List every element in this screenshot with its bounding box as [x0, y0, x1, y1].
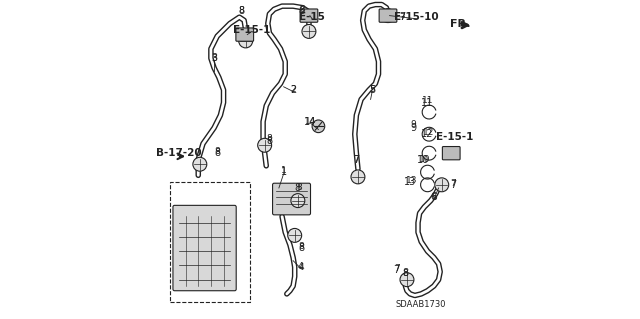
Text: 8: 8 — [266, 134, 272, 144]
Text: 7: 7 — [393, 265, 399, 275]
Bar — [170, 182, 250, 302]
Text: 9: 9 — [410, 120, 416, 129]
FancyBboxPatch shape — [273, 183, 310, 215]
FancyBboxPatch shape — [442, 146, 460, 160]
Circle shape — [288, 228, 301, 242]
Text: 10: 10 — [419, 155, 430, 164]
Text: E-15: E-15 — [299, 12, 325, 22]
Text: 13: 13 — [404, 177, 416, 187]
Text: 12: 12 — [424, 128, 435, 137]
Text: 7: 7 — [399, 12, 405, 22]
Circle shape — [239, 34, 253, 48]
Text: 12: 12 — [421, 129, 434, 139]
Text: 7: 7 — [450, 180, 456, 190]
Text: 8: 8 — [296, 183, 302, 192]
Text: 2: 2 — [290, 85, 296, 95]
Text: 9: 9 — [410, 123, 417, 133]
Text: 3: 3 — [211, 54, 217, 63]
Text: B-17-20: B-17-20 — [156, 148, 202, 158]
Text: 8: 8 — [300, 5, 305, 14]
Text: 8: 8 — [238, 6, 244, 15]
Circle shape — [381, 9, 395, 23]
Circle shape — [312, 120, 324, 133]
Text: 1: 1 — [281, 166, 287, 175]
Text: 7: 7 — [395, 264, 401, 273]
Text: SDAAB1730: SDAAB1730 — [396, 300, 447, 309]
Text: 13: 13 — [406, 175, 417, 185]
Text: 8: 8 — [238, 6, 244, 16]
Text: E-15-1: E-15-1 — [436, 132, 473, 142]
Text: 8: 8 — [214, 148, 220, 158]
FancyBboxPatch shape — [173, 205, 236, 291]
Circle shape — [435, 178, 449, 192]
FancyBboxPatch shape — [300, 9, 318, 22]
Text: 7: 7 — [353, 154, 360, 165]
Text: 7: 7 — [399, 13, 405, 22]
Text: 8: 8 — [298, 6, 304, 16]
Circle shape — [351, 170, 365, 184]
Text: 7: 7 — [450, 179, 456, 188]
Text: 8: 8 — [403, 268, 408, 278]
Circle shape — [302, 25, 316, 38]
Text: 8: 8 — [266, 136, 273, 145]
FancyBboxPatch shape — [379, 9, 397, 22]
Text: 11: 11 — [421, 98, 434, 108]
Text: 14: 14 — [305, 116, 317, 127]
Text: 11: 11 — [422, 97, 433, 106]
Text: 5: 5 — [369, 85, 375, 94]
Circle shape — [400, 273, 414, 286]
Text: 14: 14 — [305, 117, 316, 126]
Text: 4: 4 — [298, 263, 304, 271]
Text: 1: 1 — [280, 167, 287, 177]
Circle shape — [258, 138, 271, 152]
Text: 4: 4 — [298, 262, 304, 272]
Text: 8: 8 — [298, 243, 304, 253]
Text: E-15-1: E-15-1 — [234, 25, 271, 35]
Text: 7: 7 — [353, 155, 359, 164]
Text: 3: 3 — [211, 53, 217, 63]
Text: 10: 10 — [417, 154, 429, 165]
FancyBboxPatch shape — [236, 28, 253, 41]
Text: 6: 6 — [431, 192, 437, 203]
Text: E-15-10: E-15-10 — [394, 12, 439, 22]
Circle shape — [291, 194, 305, 208]
Text: 8: 8 — [295, 183, 301, 193]
Text: 5: 5 — [369, 85, 375, 95]
Text: 6: 6 — [431, 193, 436, 202]
Circle shape — [193, 157, 207, 171]
Text: 2: 2 — [291, 85, 296, 94]
Text: 8: 8 — [214, 147, 220, 156]
Text: 8: 8 — [298, 242, 304, 251]
Text: FR.: FR. — [451, 19, 471, 28]
Text: 8: 8 — [403, 269, 408, 278]
